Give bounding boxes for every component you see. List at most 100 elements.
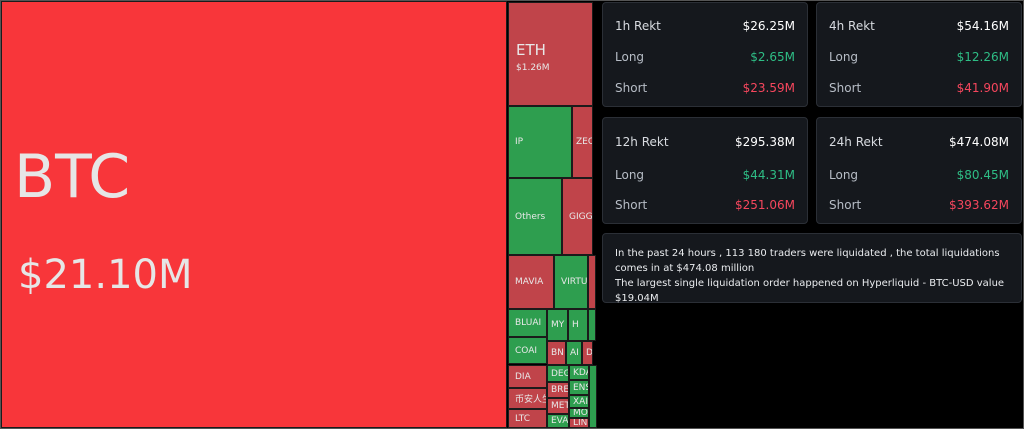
- row-label: Short: [829, 81, 862, 95]
- tile-small[interactable]: [589, 365, 597, 428]
- tile-symbol: D: [586, 348, 593, 358]
- tile-20[interactable]: KDA: [569, 365, 589, 380]
- row-value: $80.45M: [956, 168, 1009, 182]
- row-label: 24h Rekt: [829, 135, 883, 149]
- row-value: $44.31M: [742, 168, 795, 182]
- summary-line-2: The largest single liquidation order hap…: [615, 278, 1005, 304]
- card-row-total: 4h Rekt $54.16M: [829, 19, 1009, 33]
- row-value: $12.26M: [956, 50, 1009, 64]
- tile-symbol: IP: [515, 137, 524, 147]
- tile-btc[interactable]: BTC $21.10M: [1, 1, 507, 428]
- tile-symbol: DEG: [551, 368, 569, 379]
- tile-symbol: VIRTU: [561, 277, 588, 287]
- row-label: 12h Rekt: [615, 135, 669, 149]
- tile-11[interactable]: AI: [566, 341, 582, 365]
- summary-line-1: In the past 24 hours , 113 180 traders w…: [615, 248, 1000, 274]
- tile-symbol: MET: [551, 401, 569, 411]
- liquidation-summary: In the past 24 hours , 113 180 traders w…: [602, 233, 1022, 304]
- tile-symbol: LTC: [515, 413, 531, 424]
- card-row-short: Short $393.62M: [829, 198, 1009, 212]
- tile-6[interactable]: BLUAI: [508, 309, 547, 337]
- tile-symbol: LIN: [573, 418, 588, 428]
- row-value: $393.62M: [949, 198, 1009, 212]
- tile-small[interactable]: [588, 255, 596, 309]
- tile-22[interactable]: XAI: [569, 395, 589, 408]
- row-value: $41.90M: [956, 81, 1009, 95]
- tile-symbol: GIGGLE: [569, 211, 593, 222]
- card-row-total: 12h Rekt $295.38M: [615, 135, 795, 149]
- card-1h: 1h Rekt $26.25M Long $2.65M Short $23.59M: [602, 2, 808, 107]
- card-row-long: Long $2.65M: [615, 50, 795, 64]
- row-value: $2.65M: [750, 50, 795, 64]
- card-row-short: Short $23.59M: [615, 81, 795, 95]
- card-row-total: 1h Rekt $26.25M: [615, 19, 795, 33]
- tile-15[interactable]: LTC: [508, 409, 547, 428]
- row-label: Long: [829, 168, 859, 182]
- row-label: Short: [615, 198, 648, 212]
- tile-symbol: AI: [570, 348, 579, 358]
- row-label: Long: [615, 168, 645, 182]
- row-label: 1h Rekt: [615, 19, 661, 33]
- card-row-total: 24h Rekt $474.08M: [829, 135, 1009, 149]
- tile-symbol: XAI: [573, 396, 588, 407]
- tile-23[interactable]: MO: [569, 408, 589, 418]
- row-value: $54.16M: [956, 19, 1009, 33]
- tile-eth[interactable]: ETH $1.26M: [508, 2, 593, 106]
- card-12h: 12h Rekt $295.38M Long $44.31M Short $251.06M: [602, 117, 808, 224]
- row-value: $295.38M: [735, 135, 795, 149]
- tile-18[interactable]: MET: [547, 398, 569, 414]
- tile-19[interactable]: EVA: [547, 414, 569, 428]
- card-row-long: Long $80.45M: [829, 168, 1009, 182]
- tile-symbol: BTC: [14, 142, 131, 212]
- tile-7[interactable]: COAI: [508, 337, 547, 364]
- tile-symbol: DIA: [515, 371, 531, 382]
- row-label: Short: [829, 198, 862, 212]
- row-value: $26.25M: [742, 19, 795, 33]
- tile-value: $1.26M: [516, 63, 550, 73]
- tile-symbol: MY: [551, 320, 565, 330]
- card-4h: 4h Rekt $54.16M Long $12.26M Short $41.90M: [816, 2, 1022, 107]
- tile-3[interactable]: GIGGLE: [562, 178, 593, 255]
- tile-8[interactable]: MY: [547, 309, 568, 341]
- tile-21[interactable]: ENS: [569, 380, 589, 395]
- row-label: Long: [615, 50, 645, 64]
- tile-symbol: 币安人生: [515, 395, 546, 405]
- tile-symbol: MAVIA: [515, 277, 544, 287]
- tile-symbol: EVA: [551, 416, 569, 426]
- row-value: $251.06M: [735, 198, 795, 212]
- row-label: 4h Rekt: [829, 19, 875, 33]
- card-row-short: Short $251.06M: [615, 198, 795, 212]
- tile-14[interactable]: 币安人生: [508, 388, 547, 409]
- row-label: Short: [615, 81, 648, 95]
- tile-24[interactable]: LIN: [569, 418, 589, 428]
- tile-symbol: BN: [551, 348, 564, 358]
- tile-2[interactable]: Others: [508, 178, 562, 255]
- tile-symbol: ZEC: [576, 137, 593, 147]
- tile-12[interactable]: D: [582, 341, 593, 365]
- tile-symbol: BRE: [551, 385, 569, 395]
- tile-16[interactable]: DEG: [547, 365, 569, 382]
- card-row-long: Long $12.26M: [829, 50, 1009, 64]
- tile-17[interactable]: BRE: [547, 382, 569, 398]
- tile-10[interactable]: BN: [547, 341, 566, 365]
- tile-symbol: ENS: [573, 382, 588, 393]
- card-row-long: Long $44.31M: [615, 168, 795, 182]
- tile-9[interactable]: H: [568, 309, 588, 341]
- row-label: Long: [829, 50, 859, 64]
- row-value: $23.59M: [742, 81, 795, 95]
- tile-symbol: Others: [515, 211, 546, 222]
- tile-symbol: H: [572, 320, 579, 330]
- tile-symbol: KDA: [573, 367, 588, 378]
- tile-symbol: BLUAI: [515, 318, 542, 328]
- tile-symbol: MO: [573, 408, 588, 418]
- tile-symbol: COAI: [515, 345, 538, 356]
- row-value: $474.08M: [949, 135, 1009, 149]
- tile-1[interactable]: ZEC: [572, 106, 593, 178]
- tile-4[interactable]: MAVIA: [508, 255, 554, 309]
- card-row-short: Short $41.90M: [829, 81, 1009, 95]
- tile-0[interactable]: IP: [508, 106, 572, 178]
- tile-5[interactable]: VIRTU: [554, 255, 588, 309]
- tile-13[interactable]: DIA: [508, 365, 547, 388]
- tile-small[interactable]: [588, 309, 596, 341]
- tile-symbol: ETH: [516, 41, 546, 59]
